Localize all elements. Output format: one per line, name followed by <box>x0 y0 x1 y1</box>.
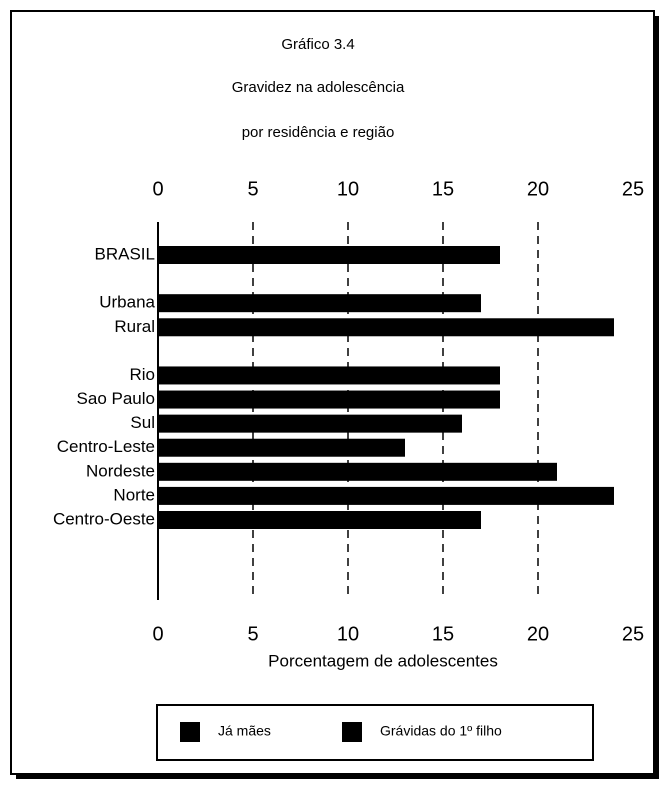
x-tick-label: 5 <box>247 178 258 200</box>
x-tick-label: 10 <box>337 623 359 645</box>
x-tick-label: 15 <box>432 623 454 645</box>
bar <box>158 462 557 481</box>
y-tick-label: Centro-Oeste <box>53 509 155 528</box>
y-tick-label: Nordeste <box>86 461 155 480</box>
x-tick-label: 5 <box>247 623 258 645</box>
x-tick-label: 20 <box>527 178 549 200</box>
x-tick-label: 0 <box>152 623 163 645</box>
bar <box>158 390 500 409</box>
legend-label: Grávidas do 1º filho <box>380 723 502 739</box>
y-tick-label: Sao Paulo <box>77 389 155 408</box>
legend-box <box>156 704 594 761</box>
y-tick-label: Sul <box>130 413 155 432</box>
legend-swatch <box>180 722 200 742</box>
bar <box>158 414 462 433</box>
y-tick-label: BRASIL <box>95 244 155 263</box>
x-tick-label: 10 <box>337 178 359 200</box>
y-tick-label: Rio <box>129 365 155 384</box>
x-tick-label: 15 <box>432 178 454 200</box>
y-tick-label: Norte <box>113 485 155 504</box>
x-tick-label: 0 <box>152 178 163 200</box>
bar <box>158 318 614 337</box>
bar <box>158 511 481 529</box>
y-tick-label: Urbana <box>99 293 155 312</box>
chart-title: Gráfico 3.4 <box>281 36 354 53</box>
x-tick-label: 20 <box>527 623 549 645</box>
bar <box>158 486 614 505</box>
chart-subtitle: Gravidez na adolescência <box>232 79 405 96</box>
bar <box>158 246 500 264</box>
x-tick-label: 25 <box>622 623 644 645</box>
legend-label: Já mães <box>218 723 271 739</box>
legend-swatch <box>342 722 362 742</box>
chart-subtitle: por residência e região <box>242 124 395 141</box>
bar <box>158 366 500 385</box>
y-tick-label: Centro-Leste <box>57 437 155 456</box>
x-axis-label: Porcentagem de adolescentes <box>268 651 498 670</box>
x-tick-label: 25 <box>622 178 644 200</box>
bar <box>158 294 481 313</box>
y-tick-label: Rural <box>114 317 155 336</box>
bar <box>158 438 405 457</box>
